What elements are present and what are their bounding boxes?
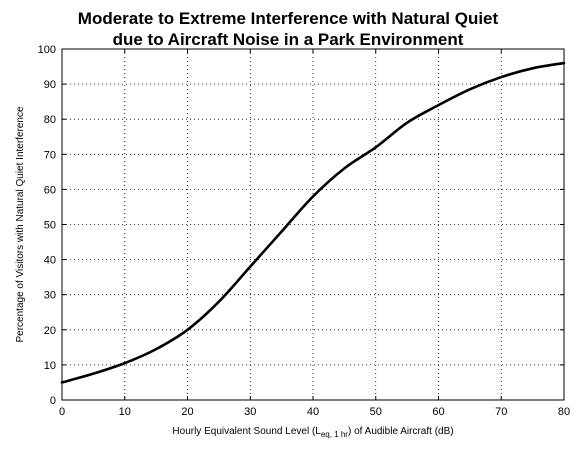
x-axis-label-pre: Hourly Equivalent Sound Level (L <box>172 426 321 437</box>
x-tick-label: 80 <box>558 406 570 418</box>
x-tick-label: 0 <box>59 406 65 418</box>
x-tick-label: 40 <box>307 406 319 418</box>
y-tick-label: 60 <box>44 184 56 196</box>
tick-marks <box>61 48 565 401</box>
y-tick-label: 30 <box>44 290 56 302</box>
series-line <box>60 61 566 384</box>
x-tick-label: 30 <box>244 406 256 418</box>
y-tick-label: 0 <box>50 395 56 407</box>
x-tick-label: 20 <box>181 406 193 418</box>
y-tick-labels: 0 10 20 30 40 50 60 70 80 90 100 <box>38 44 56 407</box>
y-tick-label: 50 <box>44 220 56 232</box>
x-axis-label: Hourly Equivalent Sound Level (Leq, 1 hr… <box>172 426 453 439</box>
x-axis-label-post: ) of Audible Aircraft (dB) <box>348 426 454 437</box>
chart-title-line-1: Moderate to Extreme Interference with Na… <box>77 9 499 28</box>
x-tick-label: 60 <box>432 406 444 418</box>
y-axis-label: Percentage of Visitors with Natural Quie… <box>15 106 26 342</box>
x-tick-label: 50 <box>370 406 382 418</box>
y-tick-label: 80 <box>44 114 56 126</box>
y-tick-label: 100 <box>38 44 56 56</box>
x-tick-labels: 0 10 20 30 40 50 60 70 80 <box>59 406 570 418</box>
y-tick-label: 40 <box>44 255 56 267</box>
y-tick-label: 10 <box>44 360 56 372</box>
x-tick-label: 10 <box>119 406 131 418</box>
x-tick-label: 70 <box>495 406 507 418</box>
gridlines <box>62 49 564 400</box>
y-tick-label: 90 <box>44 79 56 91</box>
y-tick-label: 20 <box>44 325 56 337</box>
x-axis-label-subscript: eq, 1 hr <box>321 430 348 439</box>
chart-title-line-2: due to Aircraft Noise in a Park Environm… <box>112 30 464 49</box>
y-tick-label: 70 <box>44 149 56 161</box>
